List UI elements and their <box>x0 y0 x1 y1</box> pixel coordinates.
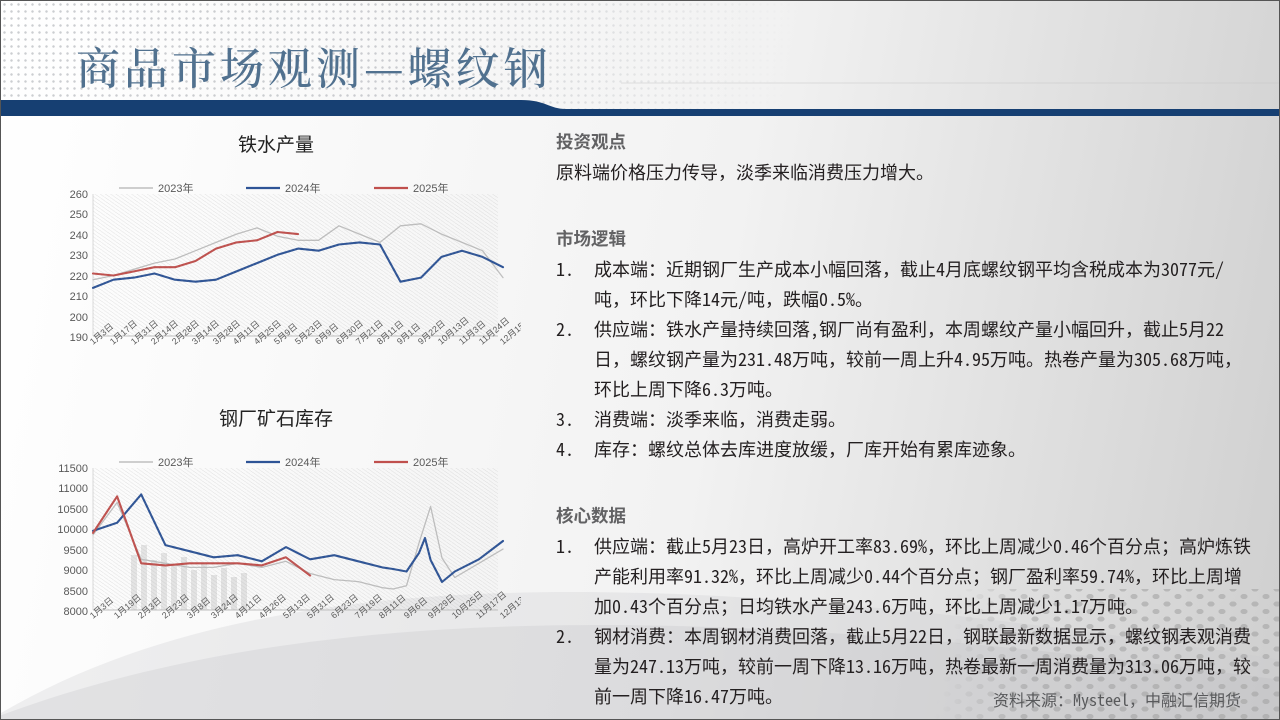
svg-text:9500: 9500 <box>64 545 88 557</box>
svg-text:2025年: 2025年 <box>413 455 448 469</box>
svg-text:11500: 11500 <box>58 463 88 475</box>
svg-text:240: 240 <box>70 230 88 242</box>
svg-text:2025年: 2025年 <box>413 181 448 195</box>
svg-text:2024年: 2024年 <box>285 181 320 195</box>
svg-text:8500: 8500 <box>64 586 88 598</box>
svg-text:250: 250 <box>70 209 88 221</box>
svg-text:2023年: 2023年 <box>158 181 193 195</box>
svg-text:10500: 10500 <box>57 504 88 516</box>
svg-text:190: 190 <box>70 332 88 344</box>
svg-text:10000: 10000 <box>57 524 88 536</box>
svg-text:2023年: 2023年 <box>158 455 193 469</box>
svg-text:9000: 9000 <box>64 565 88 577</box>
svg-text:220: 220 <box>70 271 88 283</box>
svg-text:11000: 11000 <box>58 483 88 495</box>
svg-text:钢厂矿石库存: 钢厂矿石库存 <box>219 408 333 430</box>
svg-text:2024年: 2024年 <box>285 455 320 469</box>
svg-text:210: 210 <box>70 291 88 303</box>
svg-text:8000: 8000 <box>64 606 88 618</box>
svg-text:200: 200 <box>70 312 88 324</box>
svg-text:230: 230 <box>70 250 88 262</box>
svg-text:铁水产量: 铁水产量 <box>238 134 314 156</box>
svg-text:260: 260 <box>70 189 88 201</box>
